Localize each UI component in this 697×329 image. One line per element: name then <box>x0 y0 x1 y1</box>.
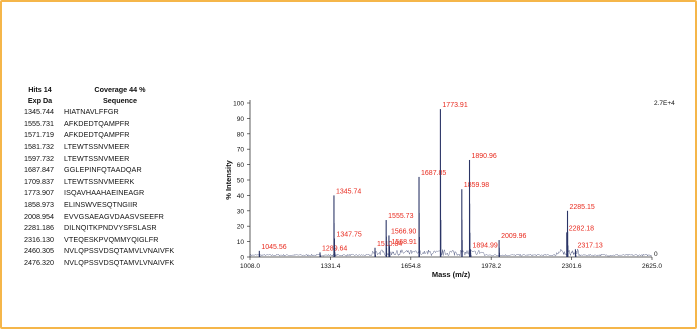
x-tick-label: 1654.8 <box>401 263 421 270</box>
row-sequence: ISQAVHAAHAEINEAGR <box>64 188 145 198</box>
y-tick-label: 50 <box>237 178 245 185</box>
y-tick-label: 10 <box>237 239 245 246</box>
table-row: 2476.320 NVLQPSSVDSQTAMVLVNAIVFK <box>16 257 216 269</box>
y-tick-label: 80 <box>237 131 245 138</box>
row-sequence: GGLEPINFQTAADQAR <box>64 165 142 175</box>
row-mass: 1709.837 <box>24 176 54 186</box>
row-mass: 2316.130 <box>24 234 54 244</box>
table-row: 2281.186 DILNQITKPNDVYSFSLASR <box>16 222 216 234</box>
peak-label: 1773.91 <box>442 102 467 109</box>
table-row: 1773.907 ISQAVHAAHAEINEAGR <box>16 187 216 199</box>
table-row: 1571.719 AFKDEDTQAMPFR <box>16 129 216 141</box>
table-row: 1581.732 LTEWTSSNVMEER <box>16 141 216 153</box>
peak-label: 1568.91 <box>391 239 416 246</box>
x-tick-label: 1978.2 <box>481 263 501 270</box>
peak-label: 1045.56 <box>261 244 286 251</box>
row-sequence: LTEWTSSNVMEERK <box>64 176 135 186</box>
table-row: 1345.744 HIATNAVLFFGR <box>16 106 216 118</box>
peak-label: 2317.13 <box>577 242 602 249</box>
y-tick-label: 70 <box>237 147 245 154</box>
spectrum-baseline <box>249 248 652 257</box>
row-mass: 1773.907 <box>24 188 54 198</box>
coverage-label: Coverage 44 % <box>94 85 146 94</box>
peak-label: 1510.84 <box>377 241 402 248</box>
peak-label: 2285.15 <box>570 204 595 211</box>
x-axis-label: Mass (m/z) <box>432 270 471 279</box>
y-tick-label: 90 <box>237 116 245 123</box>
hits-label: Hits 14 <box>28 85 52 94</box>
y-axis-label: % Intensity <box>224 159 233 199</box>
row-mass: 2476.320 <box>24 258 54 268</box>
table-row: 1709.837 LTEWTSSNVMEERK <box>16 176 216 188</box>
row-mass: 1571.719 <box>24 130 54 140</box>
row-sequence: AFKDEDTQAMPFR <box>64 130 130 140</box>
y-tick-label: 20 <box>237 224 245 231</box>
peak-label: 1555.73 <box>388 213 413 220</box>
row-sequence: AFKDEDTQAMPFR <box>64 118 130 128</box>
y-tick-label: 0 <box>240 255 244 262</box>
table-row: 2460.305 NVLQPSSVDSQTAMVLVNAIVFK <box>16 245 216 257</box>
row-sequence: ELINSWVESQTNGIIR <box>64 200 138 210</box>
x-tick-label: 2625.0 <box>642 263 662 270</box>
col-sequence: Sequence <box>103 96 137 105</box>
row-mass: 1555.731 <box>24 118 54 128</box>
y-tick-label: 60 <box>237 162 245 169</box>
table-row: 1597.732 LTEWTSSNVMEER <box>16 152 216 164</box>
row-sequence: LTEWTSSNVMEER <box>64 153 130 163</box>
table-row: 1555.731 AFKDEDTQAMPFR <box>16 118 216 130</box>
peptide-table: Hits 14 Coverage 44 % Exp Da Sequence 13… <box>16 84 216 268</box>
row-sequence: EVVGSAEAGVDAASVSEEFR <box>64 211 164 221</box>
right-max-label: 2.7E+4 <box>654 100 675 107</box>
row-mass: 2460.305 <box>24 246 54 256</box>
col-exp-da: Exp Da <box>27 96 53 105</box>
row-sequence: NVLQPSSVDSQTAMVLVNAIVFK <box>64 258 175 268</box>
table-header-columns: Exp Da Sequence <box>16 95 216 106</box>
peak-label: 2282.18 <box>569 225 594 232</box>
y-tick-label: 100 <box>233 101 244 108</box>
peak-label: 2009.96 <box>501 233 526 240</box>
peak-label: 1687.85 <box>421 170 446 177</box>
row-mass: 1597.732 <box>24 153 54 163</box>
peak-label: 1890.96 <box>472 153 497 160</box>
row-sequence: NVLQPSSVDSQTAMVLVNAIVFK <box>64 246 175 256</box>
y-tick-label: 40 <box>237 193 245 200</box>
table-body: 1345.744 HIATNAVLFFGR 1555.731 AFKDEDTQAMPF… <box>16 106 216 268</box>
row-mass: 2008.954 <box>24 211 54 221</box>
row-mass: 2281.186 <box>24 223 54 233</box>
row-sequence: HIATNAVLFFGR <box>64 107 119 117</box>
peak-label: 1347.75 <box>336 232 361 239</box>
right-zero-label: 0 <box>654 251 658 258</box>
table-row: 2008.954 EVVGSAEAGVDAASVSEEFR <box>16 210 216 222</box>
x-tick-label: 2301.6 <box>562 263 582 270</box>
table-row: 2316.130 VTEQESKPVQMMYQIGLFR <box>16 234 216 246</box>
row-sequence: LTEWTSSNVMEER <box>64 142 130 152</box>
row-sequence: DILNQITKPNDVYSFSLASR <box>64 223 157 233</box>
row-sequence: VTEQESKPVQMMYQIGLFR <box>64 234 159 244</box>
x-tick-label: 1008.0 <box>240 263 260 270</box>
table-row: 1687.847 GGLEPINFQTAADQAR <box>16 164 216 176</box>
table-header-summary: Hits 14 Coverage 44 % <box>16 84 216 95</box>
x-tick-label: 1331.4 <box>320 263 340 270</box>
row-mass: 1345.744 <box>24 107 54 117</box>
peak-label: 1859.98 <box>464 182 489 189</box>
y-tick-label: 30 <box>237 208 245 215</box>
peak-label: 1894.99 <box>473 242 498 249</box>
peak-label: 1345.74 <box>336 188 361 195</box>
row-mass: 1581.732 <box>24 142 54 152</box>
row-mass: 1687.847 <box>24 165 54 175</box>
row-mass: 1858.973 <box>24 200 54 210</box>
peak-label: 1566.90 <box>391 228 416 235</box>
table-row: 1858.973 ELINSWVESQTNGIIR <box>16 199 216 211</box>
